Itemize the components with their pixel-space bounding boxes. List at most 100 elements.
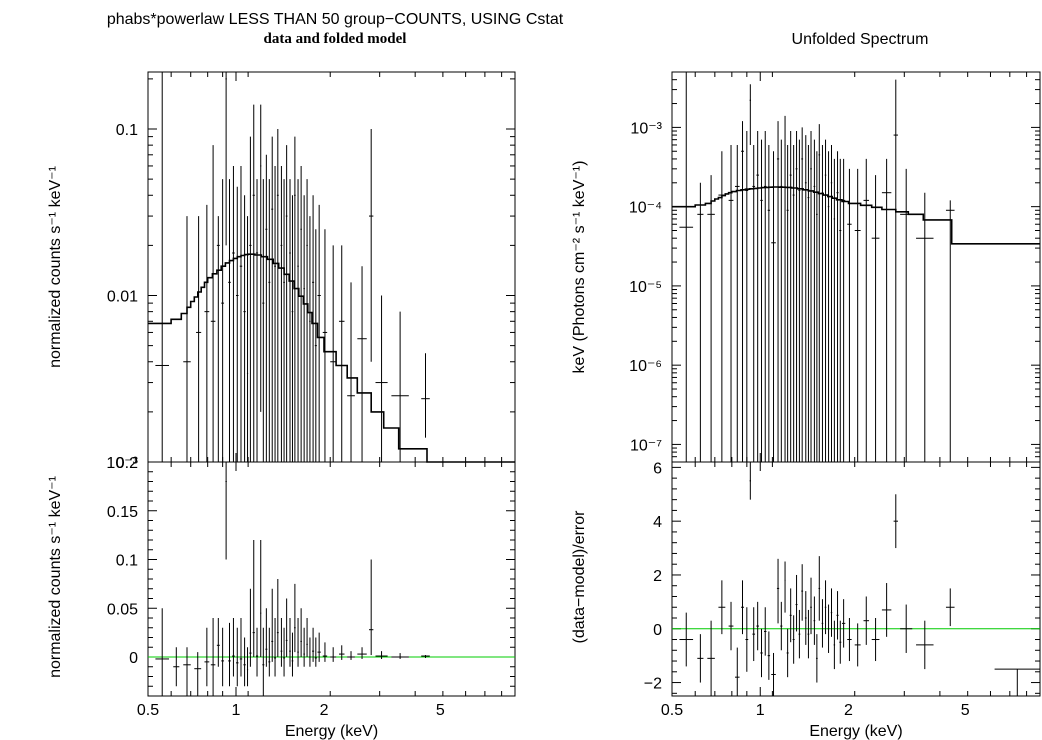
data-point [741, 121, 744, 462]
data-point [795, 574, 798, 632]
data-point [841, 599, 846, 648]
data-point [289, 179, 291, 462]
data-point [421, 353, 430, 438]
data-point [833, 620, 836, 670]
data-point [771, 151, 776, 462]
x-tick-label: 0.5 [661, 702, 683, 719]
y-axis-label: keV (Photons cm⁻² s⁻¹ keV⁻¹) [571, 161, 588, 374]
data-point [818, 124, 821, 462]
data-point [833, 158, 836, 462]
data-point [274, 165, 276, 462]
data-point [786, 144, 789, 462]
data-point [312, 195, 315, 462]
data-point [841, 158, 846, 462]
data-point [801, 127, 804, 462]
x-axis-label: Energy (keV) [809, 723, 902, 740]
model-step-line [148, 253, 515, 463]
data-point [274, 618, 276, 677]
x-tick-label: 2 [320, 702, 329, 719]
data-point [309, 216, 311, 462]
data-point [285, 598, 288, 657]
data-point [804, 135, 807, 462]
data-point [863, 158, 870, 462]
data-point [893, 79, 898, 462]
data-point [836, 591, 839, 640]
data-point [863, 596, 870, 645]
data-point [262, 179, 265, 462]
data-point [810, 577, 812, 635]
data-point [368, 559, 374, 656]
data-point [249, 136, 252, 462]
y-tick-label: 0 [653, 622, 662, 639]
data-point [807, 144, 810, 462]
data-point [249, 588, 252, 667]
y-tick-label: 0.2 [116, 455, 138, 472]
data-point [210, 145, 216, 462]
data-point [749, 462, 752, 500]
data-point [252, 104, 255, 462]
data-point [285, 145, 288, 462]
data-point [232, 618, 235, 677]
data-point [236, 186, 239, 462]
data-point [291, 632, 294, 677]
data-point [297, 618, 299, 667]
data-point [945, 200, 955, 462]
data-point [268, 627, 271, 677]
data-point [243, 195, 246, 462]
data-point [255, 179, 259, 462]
data-point [741, 580, 744, 635]
data-point [830, 588, 833, 637]
data-point [745, 607, 749, 672]
data-point [679, 72, 694, 462]
data-point [303, 195, 305, 462]
data-point [776, 558, 780, 624]
data-point [314, 229, 317, 462]
data-point [314, 637, 317, 667]
data-point [303, 627, 305, 667]
data-point [239, 165, 243, 462]
data-point [291, 195, 294, 462]
data-point [798, 609, 801, 659]
data-point [784, 115, 786, 462]
data-point [707, 620, 715, 696]
data-point [893, 494, 898, 549]
data-point [260, 540, 262, 657]
data-point [228, 622, 231, 687]
data-point [338, 245, 345, 462]
data-point [795, 131, 798, 462]
data-point [280, 618, 283, 667]
data-point [391, 653, 409, 659]
data-point [756, 131, 759, 462]
data-point [225, 72, 227, 246]
data-point [236, 627, 239, 687]
y-tick-label: 10⁻⁷ [630, 437, 662, 454]
data-point [784, 561, 786, 613]
data-point [871, 618, 880, 662]
data-point [330, 647, 337, 662]
data-point [317, 632, 321, 662]
data-point [776, 121, 780, 462]
data-point [252, 540, 255, 657]
panel-unfolded-residual: 0.5 1 2 5 Energy (keV) −2 0 2 4 6 (data−model)/err… [571, 460, 1041, 740]
data-point [204, 204, 210, 462]
y-axis-label: normalized counts s⁻¹ keV⁻¹ [47, 166, 64, 368]
data-point [871, 175, 880, 462]
plot-frame [671, 71, 1041, 463]
data-point [421, 655, 430, 658]
data-point [804, 591, 807, 645]
data-point [792, 615, 795, 664]
data-point [789, 588, 792, 643]
data-point [813, 139, 816, 462]
data-point [847, 168, 852, 462]
data-point [816, 634, 818, 683]
panel-folded-residual: 0.5 1 2 5 Energy (keV) 0 0.05 0.1 0.15 0.2 normali… [47, 455, 516, 740]
data-point [821, 144, 824, 462]
y-tick-label: 0.15 [107, 504, 138, 521]
y-tick-label: 0.1 [116, 553, 138, 570]
data-point [255, 627, 259, 677]
data-point [792, 144, 795, 462]
data-point [243, 637, 246, 687]
data-point [916, 192, 934, 462]
